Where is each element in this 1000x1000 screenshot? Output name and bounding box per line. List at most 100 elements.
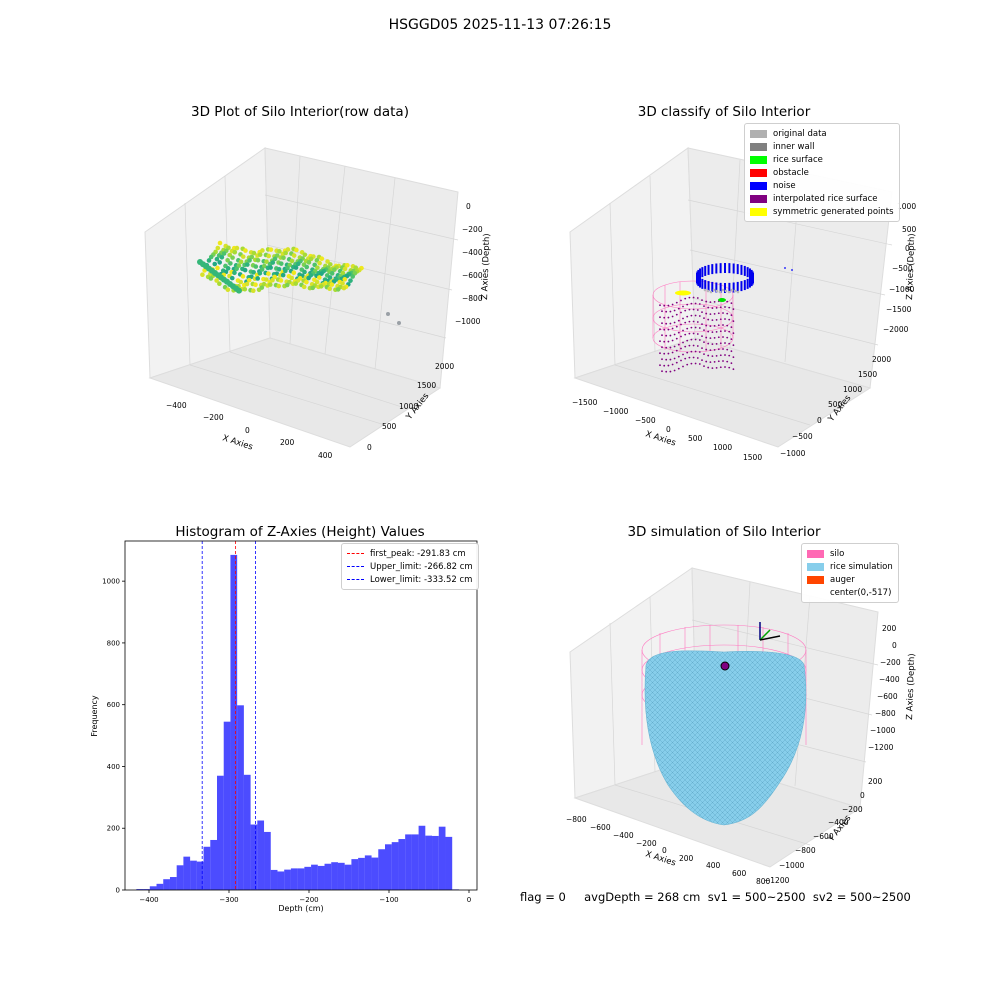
- interpolated-point: [694, 326, 697, 329]
- rice-surface-points: [718, 298, 726, 302]
- interpolated-point: [711, 367, 714, 370]
- histogram-bar: [324, 863, 332, 890]
- interpolated-point: [715, 330, 718, 333]
- raw-point: [257, 271, 263, 276]
- p2-y-tick: 500: [828, 400, 843, 409]
- raw-point: [304, 264, 310, 270]
- interpolated-point: [688, 332, 691, 335]
- raw-point: [214, 278, 219, 283]
- y-tick-label: 600: [107, 701, 120, 709]
- p4-y-tick: −800: [795, 846, 816, 855]
- figure-title: HSGGD05 2025-11-13 07:26:15: [388, 17, 612, 33]
- interpolated-point: [675, 361, 678, 364]
- interpolated-point: [684, 345, 687, 348]
- p4-x-tick: 400: [706, 861, 721, 870]
- raw-point: [251, 288, 256, 293]
- x-tick-label: 0: [467, 896, 471, 904]
- histogram-bar: [351, 859, 359, 890]
- raw-point: [348, 278, 353, 283]
- raw-point: [319, 271, 324, 276]
- histogram-bar: [250, 824, 258, 890]
- p1-x-tick: −200: [203, 413, 224, 422]
- legend-item: inner wall: [750, 140, 894, 153]
- p1-x-tick: 200: [280, 438, 295, 447]
- histogram-bar: [136, 889, 144, 890]
- original-data-point: [721, 288, 725, 292]
- legend-swatch: [750, 194, 767, 203]
- legend-item: rice surface: [750, 153, 894, 166]
- classify-3d-plot: −1500 −1000 −500 0 500 1000 1500 −1000 −…: [569, 147, 917, 462]
- p1-z-tick: −200: [462, 225, 483, 234]
- interpolated-point: [722, 360, 724, 362]
- raw-point: [253, 282, 258, 287]
- interpolated-point: [719, 342, 722, 345]
- panel-2-title: 3D classify of Silo Interior: [637, 104, 811, 120]
- interpolated-point: [730, 338, 733, 341]
- p1-x-tick: 0: [245, 426, 250, 435]
- raw-point: [278, 278, 284, 283]
- legend-item: interpolated rice surface: [750, 192, 894, 205]
- interpolated-point: [696, 309, 699, 311]
- legend-label: first_peak: -291.83 cm: [370, 548, 466, 559]
- original-data-point: [703, 288, 707, 292]
- raw-point: [274, 253, 280, 258]
- raw-point: [272, 256, 278, 262]
- interpolated-point: [730, 326, 733, 329]
- p4-z-tick: 0: [892, 641, 897, 650]
- legend-swatch: [750, 129, 767, 138]
- raw-point: [289, 258, 295, 264]
- legend-swatch: [750, 142, 767, 151]
- interpolated-point: [680, 359, 682, 362]
- legend-swatch: [750, 181, 767, 190]
- raw-point: [225, 266, 231, 271]
- interpolated-point: [724, 330, 726, 332]
- raw-point: [289, 275, 294, 281]
- interpolated-point: [673, 333, 676, 336]
- raw-point: [246, 277, 252, 283]
- interpolated-point: [694, 302, 697, 305]
- interpolated-point: [715, 342, 718, 345]
- raw-point: [350, 274, 356, 279]
- interpolated-point: [659, 304, 661, 307]
- p4-y-tick: −200: [842, 805, 863, 814]
- interpolated-point: [732, 320, 735, 323]
- interpolated-point: [690, 338, 693, 341]
- p2-x-label: X Axies: [644, 429, 677, 448]
- interpolated-point: [724, 342, 726, 344]
- p1-z-tick: −600: [462, 271, 483, 280]
- interpolated-point: [661, 370, 663, 373]
- original-data-point: [733, 289, 737, 293]
- original-data-point: [715, 289, 719, 293]
- interpolated-point: [659, 340, 661, 343]
- p1-z-tick: −800: [462, 294, 483, 303]
- legend-item: symmetric generated points: [750, 205, 894, 218]
- interpolated-point: [692, 332, 695, 335]
- p2-silo-wireframe: [652, 280, 734, 353]
- raw-point: [262, 263, 267, 269]
- original-data-point: [709, 290, 713, 294]
- interpolated-point: [713, 360, 716, 363]
- p4-y-tick: 0: [860, 791, 865, 800]
- p2-z-tick: −2000: [883, 325, 909, 334]
- interpolated-point: [698, 327, 701, 329]
- p2-x-tick: 1500: [743, 453, 762, 462]
- p4-y-tick: −1200: [764, 876, 790, 885]
- raw-point: [215, 265, 220, 271]
- raw-point: [328, 262, 333, 267]
- p2-y-tick: −500: [792, 432, 813, 441]
- interpolated-point: [713, 336, 716, 339]
- interpolated-point: [713, 312, 716, 315]
- interpolated-point: [715, 354, 718, 357]
- legend-swatch: [807, 549, 824, 558]
- p4-z-tick: −400: [879, 675, 900, 684]
- interpolated-point: [707, 318, 710, 321]
- interpolated-point: [661, 310, 663, 313]
- raw-point: [308, 256, 314, 262]
- raw-point: [215, 245, 221, 251]
- p1-axes-box: [144, 147, 459, 448]
- raw-point: [243, 248, 248, 253]
- raw-point: [247, 258, 252, 263]
- raw-point: [302, 269, 307, 275]
- noise-point: [784, 267, 786, 269]
- interpolated-point: [728, 366, 731, 369]
